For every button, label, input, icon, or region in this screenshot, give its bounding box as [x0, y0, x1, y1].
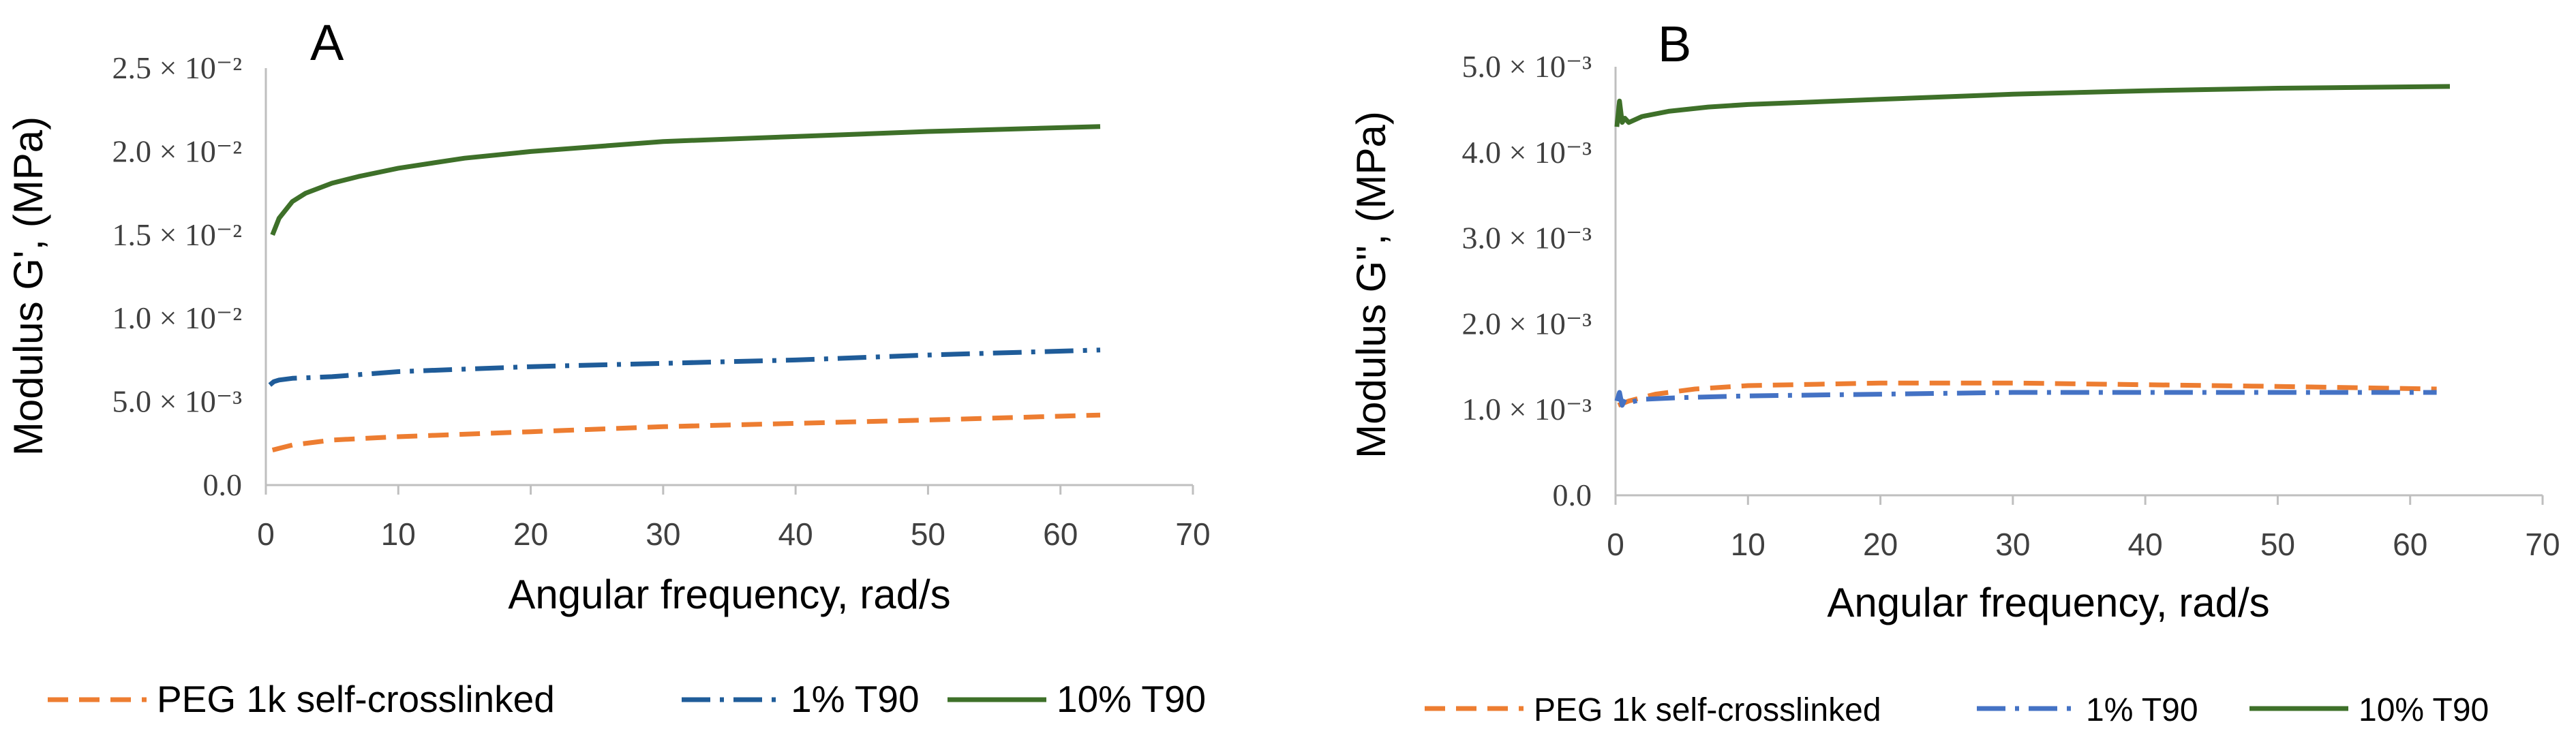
y-tick-label: 2.0 × 10⁻²	[112, 134, 242, 168]
series-line-1-t90	[1614, 390, 2437, 408]
series-line-10-t90	[1614, 84, 2451, 127]
x-tick-label: 10	[1731, 527, 1766, 562]
y-tick-label: 1.0 × 10⁻²	[112, 300, 242, 335]
y-tick-label: 5.0 × 10⁻³	[112, 384, 242, 419]
y-tick-label: 0.0	[1553, 478, 1592, 512]
legend-label: PEG 1k self-crosslinked	[1534, 692, 1881, 728]
x-tick-label: 10	[381, 516, 416, 552]
y-tick-label: 2.5 × 10⁻²	[112, 50, 242, 85]
legend-label: 1% T90	[2086, 692, 2198, 728]
x-tick-label: 40	[2128, 527, 2163, 562]
y-tick-label: 2.0 × 10⁻³	[1461, 306, 1592, 341]
x-tick-label: 30	[1995, 527, 2030, 562]
panel-label: B	[1658, 16, 1691, 72]
series-line-peg-1k-self-crosslinked	[271, 412, 1101, 452]
chart-panel-a: 0 10 20 30 40 50 60 70 0.0 5.0 × 10⁻³ 1.0 × 10⁻² 1.…	[5, 14, 1211, 720]
legend-label: 10% T90	[1057, 678, 1206, 720]
x-tick-label: 50	[911, 516, 945, 552]
panel-label: A	[310, 14, 344, 71]
x-tick-label: 60	[1043, 516, 1078, 552]
legend-label: PEG 1k self-crosslinked	[157, 678, 555, 720]
y-axis-title: Modulus G', (MPa)	[5, 116, 51, 456]
x-axis-title: Angular frequency, rad/s	[1827, 580, 2269, 625]
series-line-10-t90	[270, 124, 1101, 236]
x-tick-label: 70	[1175, 516, 1210, 552]
y-axis-title: Modulus G'', (MPa)	[1348, 111, 1394, 459]
x-tick-label: 30	[646, 516, 680, 552]
chart-panel-b: 0 10 20 30 40 50 60 70 0.0 1.0 × 10⁻³ 2.0 × 10⁻³ 3.…	[1348, 16, 2560, 728]
x-tick-label: 60	[2393, 527, 2427, 562]
y-tick-label: 0.0	[203, 467, 243, 502]
y-tick-label: 1.0 × 10⁻³	[1461, 392, 1592, 426]
series-line-1-t90	[268, 347, 1101, 387]
y-tick-label: 1.5 × 10⁻²	[112, 217, 242, 252]
y-tick-label: 4.0 × 10⁻³	[1461, 135, 1592, 170]
x-axis-title: Angular frequency, rad/s	[508, 572, 950, 617]
x-tick-label: 20	[513, 516, 548, 552]
legend-label: 1% T90	[791, 678, 920, 720]
y-tick-label: 5.0 × 10⁻³	[1461, 49, 1592, 84]
x-tick-label: 0	[1607, 527, 1624, 562]
legend-label: 10% T90	[2359, 692, 2489, 728]
x-tick-label: 0	[257, 516, 275, 552]
x-tick-label: 20	[1863, 527, 1898, 562]
x-tick-label: 40	[778, 516, 813, 552]
x-tick-label: 50	[2260, 527, 2295, 562]
x-tick-label: 70	[2525, 527, 2560, 562]
y-tick-label: 3.0 × 10⁻³	[1461, 221, 1592, 255]
series-line-peg-1k-self-crosslinked	[1617, 380, 2437, 408]
